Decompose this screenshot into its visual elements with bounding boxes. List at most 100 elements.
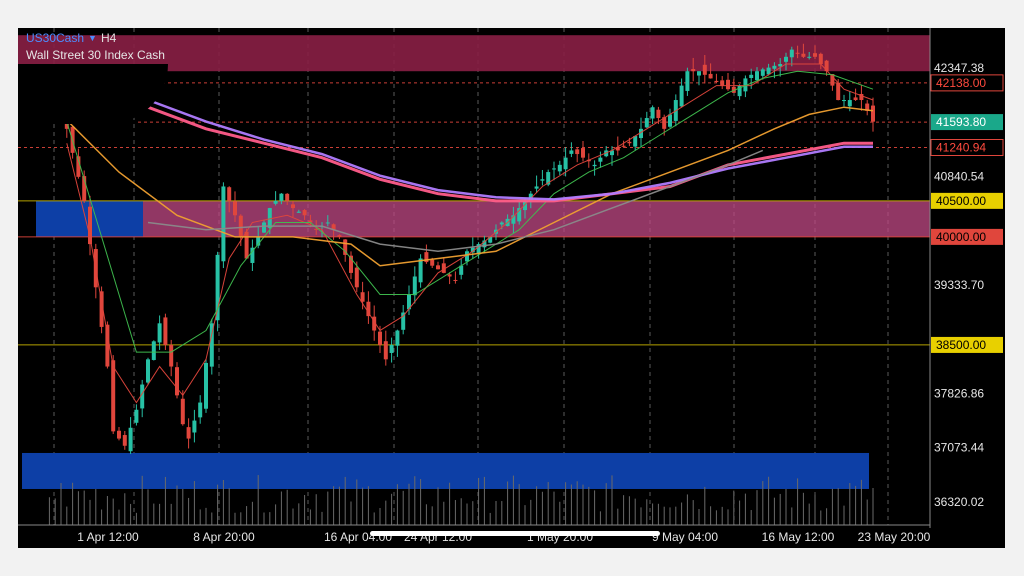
- candle-body: [314, 228, 319, 230]
- candle-body: [134, 409, 139, 423]
- candle-body: [349, 255, 353, 273]
- candle-body: [204, 362, 208, 409]
- candle-body: [366, 301, 371, 317]
- price-label-box: [930, 74, 1004, 92]
- candle-body: [343, 239, 348, 255]
- candle-body: [122, 435, 127, 446]
- price-chart[interactable]: 42347.38 40840.54 39333.70 37826.86 37073.44…: [18, 28, 1005, 548]
- candle-body: [668, 114, 672, 127]
- x-tick-label: 9 May 04:00: [652, 530, 718, 544]
- candle-body: [691, 69, 696, 72]
- candle-body: [610, 150, 614, 156]
- candle-body: [737, 85, 742, 97]
- candle-body: [337, 235, 342, 237]
- blue-zone-bottom: [22, 452, 869, 489]
- candle-body: [296, 211, 301, 213]
- candle-body: [830, 74, 835, 86]
- candle-body: [267, 208, 272, 228]
- candle-body: [853, 97, 858, 101]
- top-zone: [18, 35, 930, 72]
- candle-body: [99, 291, 104, 327]
- candle-body: [598, 157, 603, 162]
- candle-body: [540, 179, 545, 181]
- candle-body: [360, 292, 365, 302]
- candle-body: [180, 398, 185, 425]
- chevron-down-icon[interactable]: ▼: [88, 33, 97, 43]
- candle-body: [615, 147, 620, 151]
- candle-body: [563, 157, 568, 170]
- home-indicator[interactable]: [370, 531, 660, 536]
- candle-body: [430, 259, 435, 266]
- candle-body: [534, 186, 539, 189]
- candle-body: [726, 79, 730, 90]
- series-line: [60, 106, 874, 267]
- candle-body: [778, 64, 783, 67]
- candle-body: [238, 215, 243, 237]
- candle-body: [273, 200, 278, 204]
- candle-body: [441, 263, 446, 273]
- candle-body: [221, 186, 226, 262]
- timeframe-label[interactable]: H4: [100, 31, 117, 45]
- price-label-box: [931, 192, 1003, 209]
- candle-body: [192, 420, 197, 433]
- y-tick-label: 36320.02: [934, 495, 984, 509]
- candle-body: [557, 164, 562, 172]
- price-label-box: [930, 139, 1004, 157]
- candle-body: [702, 64, 707, 75]
- candle-body: [627, 141, 632, 144]
- candle-body: [389, 344, 394, 353]
- candle-body: [842, 100, 846, 102]
- candle-body: [760, 69, 765, 76]
- candle-body: [784, 56, 788, 62]
- candle-body: [395, 330, 400, 346]
- symbol-header[interactable]: US30Cash ▼ H4: [26, 31, 116, 45]
- y-tick-label: 40840.54: [934, 169, 984, 183]
- candle-body: [662, 117, 667, 129]
- candle-body: [546, 172, 551, 185]
- candle-body: [552, 168, 556, 170]
- candle-body: [749, 74, 754, 78]
- candle-body: [163, 317, 168, 345]
- candle-body: [418, 258, 423, 283]
- series-line: [66, 63, 874, 404]
- candle-body: [743, 78, 748, 92]
- symbol-name[interactable]: US30Cash: [26, 31, 85, 45]
- series-line: [66, 70, 874, 353]
- candle-body: [859, 93, 864, 101]
- candle-body: [151, 341, 156, 360]
- candle-body: [488, 236, 493, 243]
- candle-body: [198, 402, 203, 418]
- y-tick-label: 42347.38: [934, 61, 984, 75]
- candle-body: [285, 193, 290, 201]
- candle-body: [813, 53, 817, 57]
- candle-body: [453, 279, 458, 281]
- candle-body: [412, 276, 417, 296]
- candle-body: [250, 247, 255, 263]
- chart-window[interactable]: 42347.38 40840.54 39333.70 37826.86 37073.44…: [18, 28, 1005, 548]
- candle-body: [76, 156, 81, 177]
- candle-body: [407, 294, 411, 310]
- candle-body: [697, 71, 701, 76]
- candle-body: [291, 204, 295, 209]
- price-label: 38500.00: [936, 338, 986, 352]
- x-tick-label: 16 May 12:00: [762, 530, 835, 544]
- candle-body: [650, 107, 655, 119]
- candle-body: [482, 240, 487, 248]
- candle-body: [517, 208, 522, 222]
- candle-body: [523, 200, 527, 211]
- price-label: 41593.80: [936, 115, 986, 129]
- candle-body: [795, 52, 800, 54]
- candle-body: [801, 53, 806, 57]
- candle-body: [766, 67, 771, 75]
- candle-body: [755, 71, 759, 81]
- price-label: 41240.94: [936, 141, 986, 155]
- candle-body: [82, 176, 87, 201]
- candle-body: [378, 331, 382, 345]
- candle-body: [209, 323, 214, 367]
- candle-body: [714, 80, 719, 83]
- candle-body: [215, 254, 220, 321]
- candle-body: [436, 265, 440, 270]
- candle-body: [581, 148, 585, 158]
- candle-body: [639, 128, 643, 139]
- price-label: 40500.00: [936, 194, 986, 208]
